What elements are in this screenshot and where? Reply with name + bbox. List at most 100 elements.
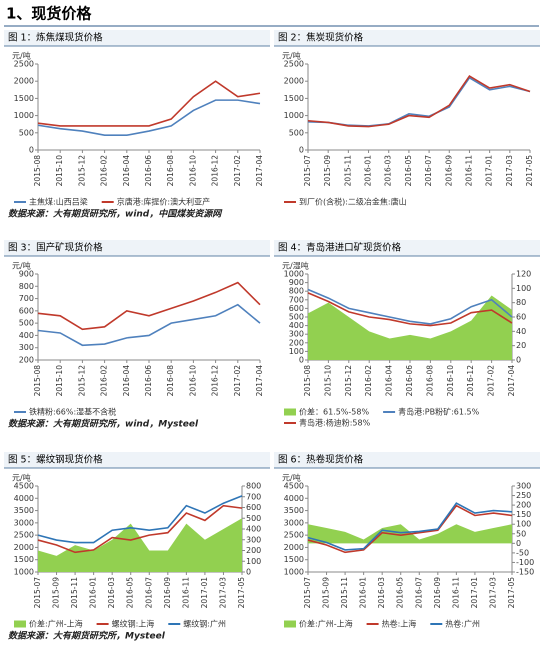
x-tick-label: 2015-11 [340,577,349,609]
y2-tick-label: 200 [246,546,261,555]
y-tick-label: 2500 [284,531,304,540]
unit-label: 元/吨 [12,261,31,271]
y-tick-label: 2500 [14,531,34,540]
y-tick-label: 4000 [284,494,304,503]
x-tick-label: 2015-08 [303,365,312,397]
y-tick-label: 3000 [14,518,34,527]
x-tick-label: 2016-02 [100,155,109,187]
x-tick-label: 2016-08 [166,365,175,397]
x-tick-label: 2015-07 [303,577,312,609]
x-tick-label: 2016-09 [444,155,453,187]
y2-tick-label: 700 [246,492,261,501]
x-tick-label: 2017-03 [218,577,227,609]
caption-band [4,30,270,46]
y2-tick-label: 100 [516,284,531,293]
y-tick-label: 1000 [284,568,304,577]
x-tick-label: 2016-01 [89,577,98,609]
y2-tick-label: 200 [516,501,531,510]
y2-tick-label: 400 [246,525,261,534]
x-tick-label: 2015-10 [323,365,332,397]
x-tick-label: 2016-08 [166,155,175,187]
x-tick-label: 2016-12 [211,365,220,397]
unit-label: 元/吨 [282,473,301,483]
source-note: 数据来源：大有期货研究所，Mysteel [8,631,166,642]
legend-label: 热卷:广州 [445,619,480,629]
y2-tick-label: 0 [246,568,251,577]
x-tick-label: 2016-04 [385,365,394,397]
y2-tick-label: 600 [246,503,261,512]
x-tick-label: 2016-11 [451,577,460,609]
legend-label: 价差：61.5%-58% [299,407,369,417]
legend-label: 螺纹钢:广州 [183,619,226,629]
line-series [37,495,243,544]
y-tick-label: 1000 [284,270,304,279]
x-tick-label: 2017-04 [255,155,264,187]
x-tick-label: 2015-09 [322,577,331,609]
x-tick-label: 2016-10 [188,365,197,397]
y-tick-label: 600 [19,306,34,315]
caption-band [4,240,270,256]
caption-band [4,452,270,468]
y-tick-label: 1000 [14,111,34,120]
y2-tick-label: -100 [516,558,534,567]
page-title: 1、现货价格 [6,5,92,23]
y-tick-label: 700 [289,295,304,304]
x-tick-label: 2017-04 [507,365,516,397]
y-tick-label: 100 [289,347,304,356]
x-tick-label: 2016-06 [144,365,153,397]
line-series [307,502,513,551]
y-tick-label: 2000 [14,77,34,86]
y-tick-label: 400 [19,331,34,340]
y-tick-label: 1500 [14,555,34,564]
line-series [37,504,243,554]
y2-tick-label: 500 [246,514,261,523]
x-tick-label: 2016-08 [425,365,434,397]
x-tick-label: 2015-11 [343,155,352,187]
x-tick-label: 2016-03 [107,577,116,609]
y-tick-label: 900 [19,270,34,279]
y-tick-label: 800 [289,287,304,296]
legend-label: 到厂价(含税):二级冶金焦:唐山 [299,197,407,207]
y-tick-label: 2000 [14,543,34,552]
unit-label: 元/吨 [282,51,301,61]
y-tick-label: 500 [289,313,304,322]
x-tick-label: 2016-02 [364,365,373,397]
area-series [308,295,512,360]
source-note: 数据来源：大有期货研究所，wind，中国煤炭资源网 [8,209,223,220]
y2-tick-label: 100 [246,557,261,566]
legend-label: 青岛港:PB粉矿:61.5% [398,407,480,417]
x-tick-label: 2015-07 [33,577,42,609]
y2-tick-label: 60 [516,313,526,322]
y2-tick-label: -150 [516,568,534,577]
y2-tick-label: 0 [516,356,521,365]
x-tick-label: 2017-04 [255,365,264,397]
line-series [307,74,531,128]
legend-label: 京唐港:库提价:澳大利亚产 [117,197,210,207]
x-tick-label: 2015-12 [344,365,353,397]
x-tick-label: 2016-07 [144,577,153,609]
y-tick-label: 2000 [284,77,304,86]
legend-label: 铁精粉:66%:湿基不含税 [29,407,116,417]
y-tick-label: 1500 [284,555,304,564]
y-tick-label: 1000 [284,111,304,120]
x-tick-label: 2016-07 [414,577,423,609]
x-tick-label: 2017-02 [487,365,496,397]
chart-caption: 图 4：青岛港进口矿现货价格 [278,242,402,254]
x-tick-label: 2016-06 [144,155,153,187]
y2-tick-label: -50 [516,548,529,557]
y-tick-label: 0 [299,146,304,155]
y-tick-label: 0 [29,146,34,155]
y-tick-label: 1000 [14,568,34,577]
x-tick-label: 2015-09 [323,155,332,187]
y-tick-label: 200 [289,338,304,347]
y-tick-label: 800 [19,282,34,291]
chart-caption: 图 5：螺纹钢现货价格 [8,454,103,466]
x-tick-label: 2016-03 [384,155,393,187]
x-tick-label: 2015-12 [77,365,86,397]
legend-label: 价差:广州-上海 [29,619,83,629]
y-tick-label: 4000 [14,494,34,503]
chart-caption: 图 6：热卷现货价格 [278,454,364,466]
y2-tick-label: 120 [516,270,531,279]
x-tick-label: 2016-05 [126,577,135,609]
